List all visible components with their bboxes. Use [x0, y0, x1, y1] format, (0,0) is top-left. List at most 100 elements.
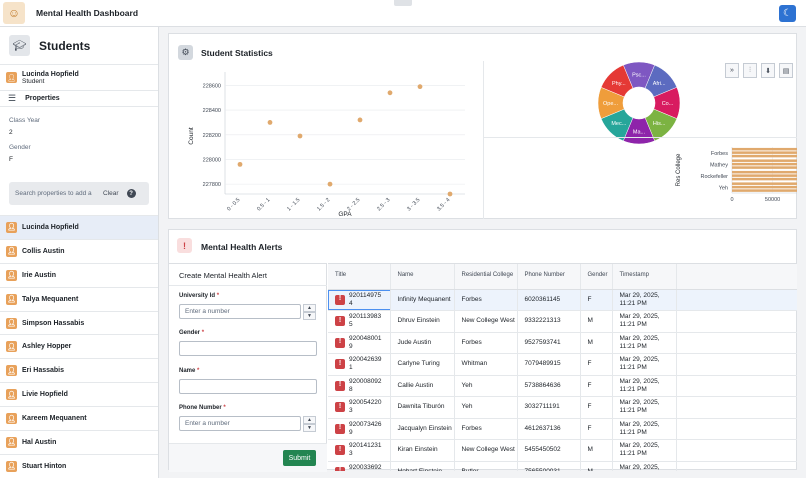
pie-slice-label: Mec...	[611, 121, 626, 127]
column-header-gender[interactable]: Gender	[580, 264, 613, 290]
cell-gender: F	[580, 353, 613, 376]
cell-spacer	[676, 353, 797, 376]
student-list-item[interactable]: 👤︎ Eri Hassabis	[0, 358, 158, 382]
column-header-name[interactable]: Name	[390, 264, 455, 290]
cell-gender: M	[580, 310, 613, 333]
student-list-item[interactable]: 👤︎ Livie Hopfield	[0, 382, 158, 406]
expand-button[interactable]: »	[725, 63, 739, 78]
alert-icon: !	[335, 337, 345, 348]
students-sidebar: 🎓︎ Students 👤︎ Lucinda Hopfield Student …	[0, 27, 159, 478]
pie-slice-label: Afri...	[653, 81, 666, 87]
gender-input[interactable]	[179, 341, 317, 356]
pie-slice-label: Phy...	[612, 81, 626, 87]
y-tick-label: 228000	[203, 157, 221, 163]
required-mark: *	[197, 368, 200, 374]
scatter-point	[327, 181, 333, 187]
phone-input[interactable]: Enter a number	[179, 416, 301, 431]
table-row[interactable]: ! 920113983 5 Dhruv Einstein New College Wes…	[328, 310, 797, 333]
theme-toggle-button[interactable]: ☾	[779, 5, 796, 22]
student-list-item[interactable]: 👤︎ Kareem Mequanent	[0, 406, 158, 430]
clipboard-button[interactable]: ▤	[779, 63, 793, 78]
column-header-timestamp[interactable]: Timestamp	[612, 264, 677, 290]
divider	[169, 285, 327, 286]
university-id-input[interactable]: Enter a number	[179, 304, 301, 319]
app-logo-icon: ☺	[3, 2, 25, 24]
phone-stepper: ▲ ▼	[303, 416, 316, 432]
student-list-item[interactable]: 👤︎ Collis Austin	[0, 238, 158, 263]
bar-segment	[732, 151, 797, 154]
divider	[483, 61, 484, 219]
submit-button[interactable]: Submit	[283, 450, 316, 466]
cell-timestamp: Mar 29, 2025, 11:21 PM	[612, 353, 677, 376]
x-tick-label: 1 - 1.5	[286, 197, 301, 212]
student-list-item[interactable]: 👤︎ Hal Austin	[0, 430, 158, 454]
property-class-year: Class Year 2	[0, 117, 40, 136]
student-list-item[interactable]: 👤︎ Ashley Hopper	[0, 334, 158, 358]
y-tick-label: 227800	[203, 182, 221, 188]
clear-button[interactable]: Clear	[103, 190, 119, 197]
university-id-label: University Id *	[179, 293, 219, 299]
student-name: Irie Austin	[22, 271, 56, 279]
app-title: Mental Health Dashboard	[36, 8, 139, 18]
pie-slice	[600, 64, 634, 98]
cell-spacer	[676, 332, 797, 354]
y-tick-label: Mathey	[710, 162, 728, 168]
properties-tab[interactable]: ☰ Properties	[0, 91, 158, 107]
student-list-item[interactable]: 👤︎ Irie Austin	[0, 262, 158, 287]
college-pie-chart[interactable]: Psc... Afri... Co... His... Ma... Mec... Ope..…	[597, 61, 681, 145]
increment-button[interactable]: ▲	[303, 304, 316, 312]
student-list-item[interactable]: 👤︎ Lucinda Hopfield	[0, 215, 158, 239]
table-row[interactable]: ! 920048001 9 Jude Austin Forbes 9527593741 M M…	[328, 332, 797, 354]
column-header-college[interactable]: Residential College	[454, 264, 518, 290]
x-tick-label: 2.5 - 3	[376, 197, 391, 212]
bar-segment	[732, 170, 797, 174]
student-list-item[interactable]: 👤︎ Simpson Hassabis	[0, 310, 158, 335]
gpa-scatter-chart[interactable]: 227800 228000 228200 228400 228600 0 - 0.5 0.5…	[169, 64, 483, 220]
university-id: 920054220 3	[349, 399, 382, 415]
student-name: Lucinda Hopfield	[22, 223, 79, 231]
student-list-item[interactable]: 👤︎ Stuart Hinton	[0, 453, 158, 478]
student-list-item[interactable]: 👤︎ Talya Mequanent	[0, 286, 158, 311]
table-row[interactable]: ! 920141231 3 Kiran Einstein New College Wes…	[328, 439, 797, 462]
selected-user-name: Lucinda Hopfield	[22, 70, 79, 78]
table-row[interactable]: ! 920042639 1 Carlyne Turing Whitman 70794899…	[328, 353, 797, 376]
cell-name: Carlyne Turing	[390, 353, 455, 376]
sliders-icon: ⫶	[749, 66, 751, 74]
table-row[interactable]: ! 920073426 9 Jacqualyn Einstein Forbes 46126…	[328, 418, 797, 440]
table-row[interactable]: ! 920054220 3 Dawnita Tiburón Yeh 3032711191 F…	[328, 396, 797, 419]
table-row[interactable]: ! 920114975 4 Infinity Mequanent Forbes 60203…	[328, 289, 797, 311]
phone-label: Phone Number *	[179, 405, 226, 411]
cell-spacer	[676, 396, 797, 419]
table-row[interactable]: ! 920008092 8 Callie Austin Yeh 5738864636 F Ma…	[328, 375, 797, 397]
help-icon[interactable]: ?	[126, 189, 136, 198]
property-search-input[interactable]: Search properties to add a	[15, 190, 92, 197]
cell-spacer	[676, 289, 797, 311]
property-label: Class Year	[9, 117, 41, 124]
selected-user-role: Student	[22, 77, 45, 85]
name-input[interactable]	[179, 379, 317, 394]
settings-button[interactable]: ⫶	[743, 63, 757, 78]
bar-segment	[732, 154, 797, 158]
drag-handle[interactable]	[394, 0, 412, 6]
res-college-bar-chart[interactable]: 050000100000150000200000250000ForbesMath…	[484, 144, 797, 220]
y-tick-label: Forbes	[711, 151, 728, 157]
properties-label: Properties	[25, 95, 60, 102]
decrement-button[interactable]: ▼	[303, 312, 316, 320]
download-button[interactable]: ⬇	[761, 63, 775, 78]
create-alert-form: Create Mental Health Alert University Id…	[169, 263, 327, 472]
decrement-button[interactable]: ▼	[303, 424, 316, 432]
label-text: Gender	[179, 330, 201, 336]
download-icon: ⬇	[765, 67, 771, 75]
column-header-title[interactable]: Title	[328, 264, 391, 290]
cell-title: ! 920114975 4	[328, 289, 391, 311]
student-name: Eri Hassabis	[22, 367, 65, 375]
user-icon: 👤︎	[6, 317, 17, 329]
bar-segment	[732, 177, 797, 181]
table-row[interactable]: ! 9200336927 Hobart EinsteinButler75655000…	[328, 461, 797, 471]
increment-button[interactable]: ▲	[303, 416, 316, 424]
cell-timestamp: Mar 29, 2025, 11:21 PM	[612, 461, 677, 471]
pie-slice-label: His...	[653, 121, 666, 127]
user-icon: 👤︎	[6, 460, 17, 472]
scatter-point	[387, 90, 393, 96]
column-header-phone[interactable]: Phone Number	[517, 264, 581, 290]
